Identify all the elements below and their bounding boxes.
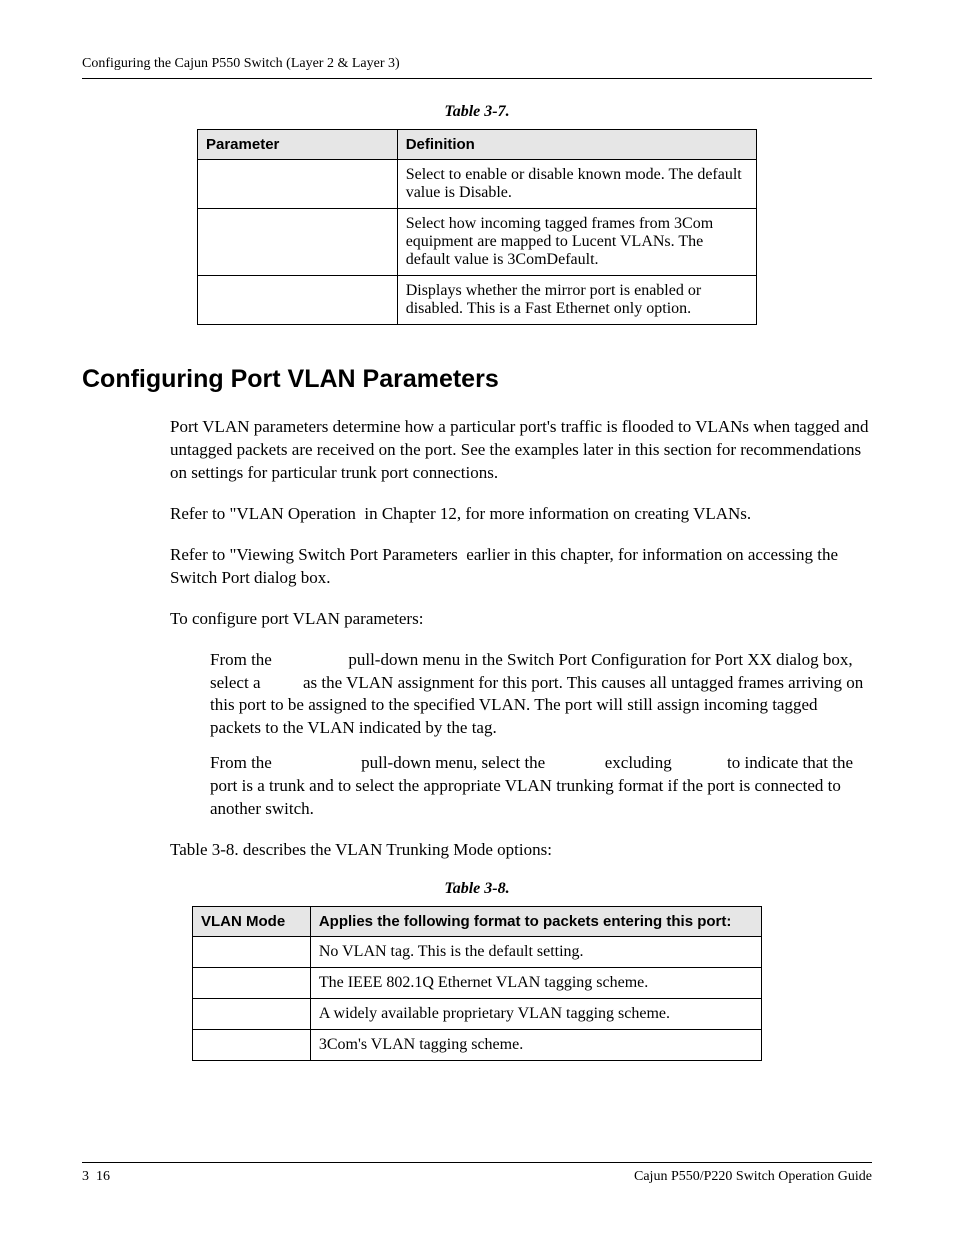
step-list: From the pull-down menu in the Switch Po… — [170, 649, 872, 822]
cell-parameter — [198, 160, 398, 209]
table-row: Select how incoming tagged frames from 3… — [198, 209, 757, 276]
paragraph: Refer to "Viewing Switch Port Parameters… — [170, 544, 872, 590]
paragraph: Refer to "VLAN Operation in Chapter 12, … — [170, 503, 872, 526]
list-item: From the pull-down menu, select the excl… — [210, 752, 872, 821]
col-format: Applies the following format to packets … — [310, 907, 761, 937]
guide-title: Cajun P550/P220 Switch Operation Guide — [634, 1169, 872, 1185]
paragraph: To configure port VLAN parameters: — [170, 608, 872, 631]
cell-definition: Select how incoming tagged frames from 3… — [397, 209, 756, 276]
table-3-7-caption: Table 3-7. — [82, 103, 872, 121]
section-heading: Configuring Port VLAN Parameters — [82, 365, 872, 394]
table-row: No VLAN tag. This is the default setting… — [193, 937, 762, 968]
cell-parameter — [198, 276, 398, 325]
footer-rule — [82, 1162, 872, 1163]
table-3-7: Parameter Definition Select to enable or… — [197, 129, 757, 325]
table-header-row: VLAN Mode Applies the following format t… — [193, 907, 762, 937]
page: Configuring the Cajun P550 Switch (Layer… — [0, 0, 954, 1235]
paragraph: Table 3-8. describes the VLAN Trunking M… — [170, 839, 872, 862]
cell-format: The IEEE 802.1Q Ethernet VLAN tagging sc… — [310, 968, 761, 999]
page-number: 3 16 — [82, 1169, 110, 1185]
table-header-row: Parameter Definition — [198, 130, 757, 160]
cell-mode — [193, 937, 311, 968]
table-3-8: VLAN Mode Applies the following format t… — [192, 906, 762, 1061]
header-rule — [82, 78, 872, 79]
running-header: Configuring the Cajun P550 Switch (Layer… — [82, 56, 872, 72]
list-item: From the pull-down menu in the Switch Po… — [210, 649, 872, 741]
cell-mode — [193, 999, 311, 1030]
cell-format: 3Com's VLAN tagging scheme. — [310, 1030, 761, 1061]
cell-definition: Select to enable or disable known mode. … — [397, 160, 756, 209]
cell-definition: Displays whether the mirror port is enab… — [397, 276, 756, 325]
body-text: Port VLAN parameters determine how a par… — [170, 416, 872, 862]
cell-mode — [193, 968, 311, 999]
table-row: Select to enable or disable known mode. … — [198, 160, 757, 209]
col-definition: Definition — [397, 130, 756, 160]
cell-format: A widely available proprietary VLAN tagg… — [310, 999, 761, 1030]
col-parameter: Parameter — [198, 130, 398, 160]
table-row: 3Com's VLAN tagging scheme. — [193, 1030, 762, 1061]
paragraph: Port VLAN parameters determine how a par… — [170, 416, 872, 485]
table-row: The IEEE 802.1Q Ethernet VLAN tagging sc… — [193, 968, 762, 999]
cell-mode — [193, 1030, 311, 1061]
cell-parameter — [198, 209, 398, 276]
cell-format: No VLAN tag. This is the default setting… — [310, 937, 761, 968]
table-3-8-caption: Table 3-8. — [82, 880, 872, 898]
footer-row: 3 16 Cajun P550/P220 Switch Operation Gu… — [82, 1169, 872, 1185]
table-row: A widely available proprietary VLAN tagg… — [193, 999, 762, 1030]
table-row: Displays whether the mirror port is enab… — [198, 276, 757, 325]
footer: 3 16 Cajun P550/P220 Switch Operation Gu… — [82, 1162, 872, 1185]
col-vlan-mode: VLAN Mode — [193, 907, 311, 937]
